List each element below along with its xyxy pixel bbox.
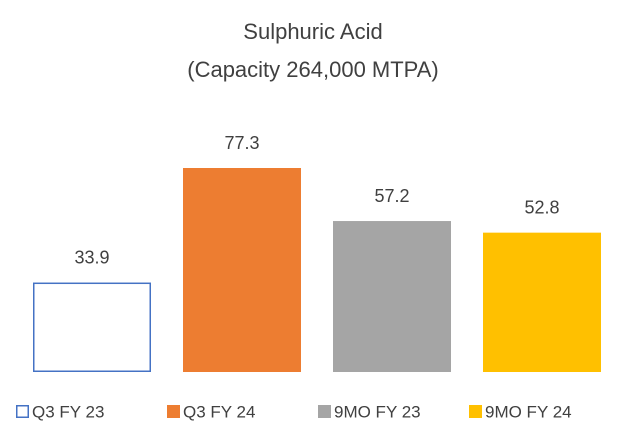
- legend-swatch: [16, 405, 29, 418]
- legend-label: Q3 FY 24: [183, 402, 255, 421]
- legend-swatch: [167, 405, 180, 418]
- chart-subtitle: (Capacity 264,000 MTPA): [187, 57, 438, 82]
- value-label: 77.3: [224, 133, 259, 153]
- bar: [33, 282, 151, 373]
- chart-title: Sulphuric Acid: [243, 19, 382, 44]
- legend-label: 9MO FY 24: [485, 402, 572, 421]
- bar: [483, 232, 601, 372]
- legend-swatch: [318, 405, 331, 418]
- value-label: 57.2: [374, 186, 409, 206]
- legend-label: Q3 FY 23: [32, 402, 104, 421]
- value-label: 33.9: [74, 247, 109, 267]
- legend-label: 9MO FY 23: [334, 402, 421, 421]
- bar: [333, 221, 451, 372]
- legend-swatch: [469, 405, 482, 418]
- bar: [183, 168, 301, 372]
- value-label: 52.8: [524, 197, 559, 217]
